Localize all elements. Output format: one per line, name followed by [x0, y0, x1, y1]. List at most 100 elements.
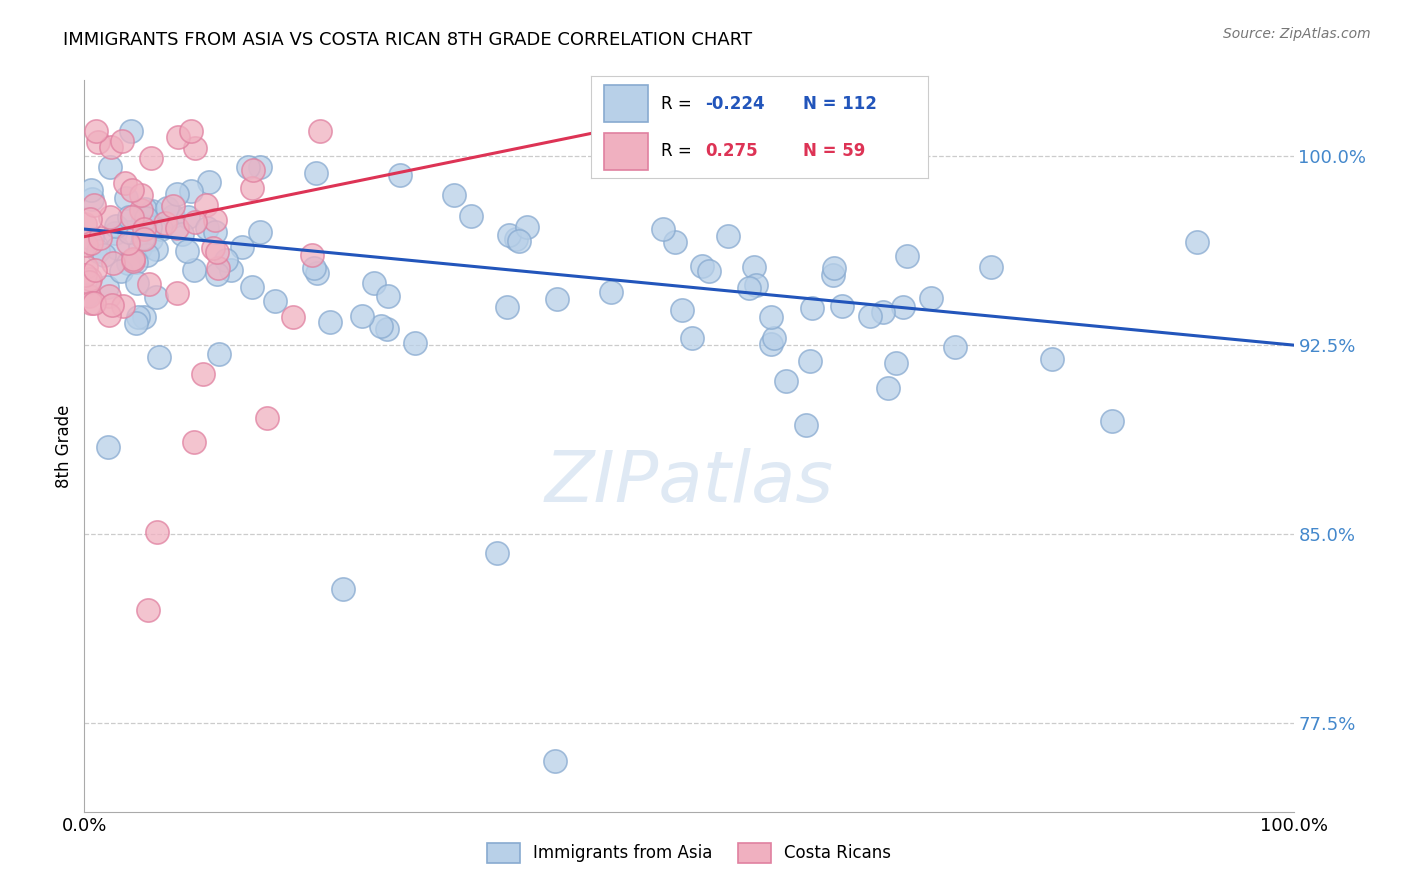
- Point: [110, 134, 132, 148]
- Point: [89, 230, 111, 244]
- Point: [762, 331, 785, 345]
- Point: [125, 316, 148, 330]
- Point: [180, 124, 202, 138]
- Point: [121, 211, 143, 225]
- Point: [87, 135, 110, 149]
- Text: -0.224: -0.224: [706, 95, 765, 112]
- Point: [122, 252, 145, 267]
- Point: [155, 216, 177, 230]
- Point: [352, 309, 374, 323]
- Point: [75, 268, 97, 282]
- Point: [134, 202, 156, 217]
- Point: [363, 276, 385, 290]
- Point: [139, 151, 162, 165]
- Point: [127, 310, 149, 325]
- Point: [309, 124, 332, 138]
- Point: [191, 367, 214, 381]
- Point: [242, 280, 264, 294]
- Point: [872, 304, 894, 318]
- Point: [943, 340, 966, 354]
- Point: [745, 277, 768, 292]
- Point: [302, 260, 325, 275]
- Point: [110, 264, 132, 278]
- Point: [135, 211, 157, 225]
- Point: [884, 356, 907, 370]
- Point: [332, 582, 354, 597]
- Point: [180, 185, 202, 199]
- Point: [301, 248, 323, 262]
- Point: [460, 209, 482, 223]
- Point: [207, 267, 229, 281]
- Point: [138, 277, 160, 292]
- Text: ZIPatlas: ZIPatlas: [544, 448, 834, 517]
- Point: [145, 290, 167, 304]
- Point: [83, 296, 105, 310]
- Point: [794, 418, 817, 433]
- Point: [77, 289, 100, 303]
- Point: [823, 260, 845, 275]
- Point: [176, 244, 198, 259]
- Point: [80, 192, 103, 206]
- Point: [141, 232, 163, 246]
- Point: [101, 256, 124, 270]
- Point: [671, 302, 693, 317]
- Point: [183, 435, 205, 450]
- Legend: Immigrants from Asia, Costa Ricans: Immigrants from Asia, Costa Ricans: [479, 837, 898, 869]
- Point: [370, 318, 392, 333]
- Y-axis label: 8th Grade: 8th Grade: [55, 404, 73, 488]
- Point: [240, 180, 263, 194]
- Point: [800, 301, 823, 315]
- Point: [77, 275, 100, 289]
- Point: [150, 222, 173, 236]
- Point: [97, 440, 120, 454]
- Point: [184, 215, 207, 229]
- Point: [980, 260, 1002, 274]
- Point: [194, 198, 217, 212]
- Point: [87, 244, 110, 259]
- Point: [96, 280, 118, 294]
- Point: [138, 220, 160, 235]
- Point: [831, 299, 853, 313]
- Point: [184, 141, 207, 155]
- Point: [717, 229, 740, 244]
- Point: [131, 211, 153, 225]
- Point: [76, 288, 98, 302]
- Point: [681, 331, 703, 345]
- Point: [73, 217, 96, 231]
- Point: [183, 263, 205, 277]
- Point: [166, 285, 188, 300]
- Point: [134, 222, 156, 236]
- Point: [117, 235, 139, 250]
- Point: [318, 315, 340, 329]
- Text: R =: R =: [661, 95, 697, 112]
- Point: [162, 199, 184, 213]
- Point: [122, 254, 145, 268]
- Text: IMMIGRANTS FROM ASIA VS COSTA RICAN 8TH GRADE CORRELATION CHART: IMMIGRANTS FROM ASIA VS COSTA RICAN 8TH …: [63, 31, 752, 49]
- Point: [207, 261, 229, 276]
- Point: [134, 232, 156, 246]
- Point: [305, 266, 328, 280]
- Point: [97, 288, 120, 302]
- Point: [891, 300, 914, 314]
- Point: [114, 176, 136, 190]
- Text: N = 112: N = 112: [803, 95, 877, 112]
- Point: [207, 347, 229, 361]
- Point: [920, 291, 942, 305]
- Point: [219, 263, 242, 277]
- Point: [823, 268, 845, 283]
- Point: [105, 241, 128, 255]
- Point: [100, 140, 122, 154]
- Point: [256, 411, 278, 425]
- Point: [546, 292, 568, 306]
- Point: [264, 294, 287, 309]
- Text: R =: R =: [661, 142, 703, 160]
- Point: [80, 235, 103, 250]
- Point: [859, 310, 882, 324]
- Point: [738, 280, 761, 294]
- Point: [249, 160, 271, 174]
- Point: [404, 336, 426, 351]
- Point: [125, 255, 148, 269]
- Point: [283, 310, 305, 325]
- Point: [167, 130, 190, 145]
- Point: [651, 222, 673, 236]
